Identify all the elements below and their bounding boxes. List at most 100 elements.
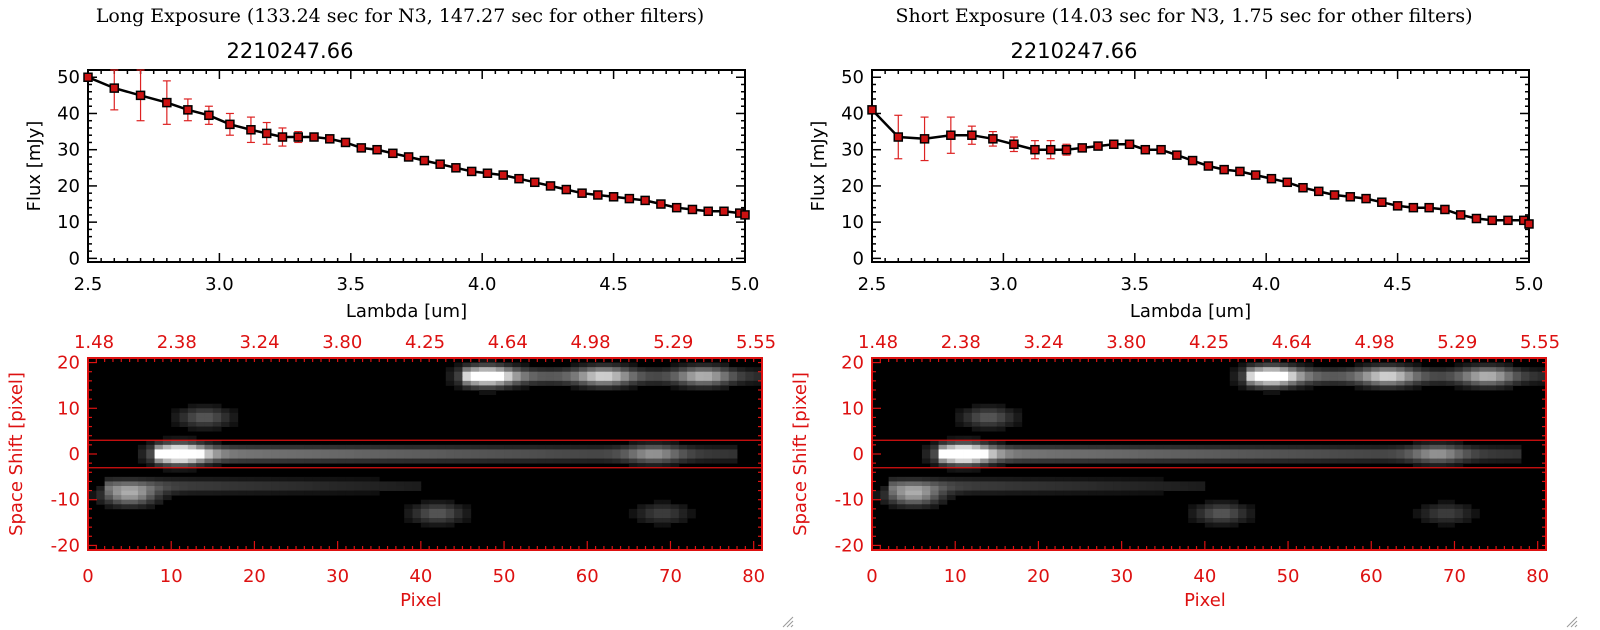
image-pixel: [753, 367, 763, 373]
image-pixel: [1071, 454, 1081, 459]
image-pixel: [628, 454, 638, 459]
y-tick-label: 50: [57, 67, 80, 88]
image-pixel: [955, 417, 964, 423]
image-pixel: [1204, 499, 1214, 505]
image-pixel: [1329, 367, 1339, 373]
image-pixel: [687, 362, 696, 368]
image-pixel: [1362, 367, 1372, 373]
top-wavelength-label: 3.24: [239, 332, 279, 353]
image-pixel: [1379, 380, 1389, 386]
image-pixel: [1396, 449, 1405, 455]
image-pixel: [1229, 449, 1239, 455]
flux-point: [1093, 141, 1103, 151]
image-pixel: [955, 449, 964, 455]
image-pixel: [137, 490, 147, 496]
image-pixel: [1088, 476, 1098, 482]
image-pixel: [1412, 376, 1422, 382]
image-pixel: [687, 376, 696, 382]
image-pixel: [653, 371, 663, 377]
image-pixel: [512, 376, 522, 382]
image-pixel: [1013, 476, 1023, 482]
image-pixel: [578, 454, 588, 459]
spectrum-chart: 2210247.662.5 3.0 3.5 4.0 4.5 5.001020304050L…: [808, 39, 1543, 322]
image-pixel: [1229, 454, 1239, 459]
image-pixel: [570, 444, 580, 450]
image-pixel: [479, 362, 488, 368]
image-pixel: [162, 444, 172, 450]
image-pixel: [212, 440, 222, 446]
image-pixel: [603, 458, 613, 464]
top-wavelength-label: 5.55: [736, 332, 776, 353]
image-pixel: [495, 380, 505, 386]
image-pixel: [412, 481, 422, 487]
image-pixel: [454, 513, 463, 519]
image-pixel: [930, 486, 939, 491]
image-pixel: [187, 486, 197, 491]
image-pixel: [470, 454, 480, 459]
image-pixel: [1412, 508, 1422, 514]
image-pixel: [1013, 481, 1023, 487]
image-pixel: [1129, 449, 1139, 455]
image-pixel: [262, 481, 272, 487]
image-pixel: [1437, 518, 1447, 523]
image-pixel: [462, 454, 472, 459]
image-pixel: [171, 444, 180, 450]
image-pixel: [221, 486, 230, 491]
image-pixel: [187, 463, 197, 469]
image-pixel: [379, 486, 388, 491]
image-pixel: [1005, 486, 1014, 491]
image-pixel: [129, 490, 139, 496]
image-pixel: [1229, 513, 1239, 519]
image-pixel: [1129, 476, 1139, 482]
image-pixel: [162, 440, 172, 446]
image-pixel: [1387, 376, 1397, 382]
image-pixel: [637, 444, 646, 450]
image-pixel: [1304, 362, 1314, 368]
image-pixel: [1221, 458, 1231, 464]
image-pixel: [1271, 371, 1281, 377]
image-pixel: [1246, 458, 1256, 464]
image-pixel: [104, 495, 114, 501]
image-pixel: [287, 449, 297, 455]
image-pixel: [1446, 367, 1455, 373]
image-pixel: [1279, 376, 1289, 382]
resize-grip-icon[interactable]: [782, 616, 794, 628]
image-pixel: [1437, 449, 1447, 455]
top-wavelength-label: 4.64: [1272, 332, 1312, 353]
image-pixel: [620, 444, 630, 450]
image-pixel: [1521, 371, 1530, 377]
image-pixel: [1146, 486, 1156, 491]
flux-point: [1377, 197, 1387, 207]
x-tick-label: 2.5: [74, 274, 103, 295]
image-pixel: [996, 412, 1006, 418]
image-pixel: [196, 403, 205, 409]
image-pixel: [171, 422, 180, 427]
flux-point: [1009, 139, 1019, 150]
image-pixel: [955, 408, 964, 414]
image-pixel: [495, 444, 505, 450]
image-pixel: [872, 495, 881, 501]
image-pixel: [1271, 390, 1281, 395]
image-pixel: [1537, 376, 1547, 382]
resize-grip-icon[interactable]: [1566, 616, 1578, 628]
flux-point: [1487, 215, 1497, 226]
image-pixel: [1030, 454, 1039, 459]
image-pixel: [329, 449, 339, 455]
image-pixel: [187, 490, 197, 496]
image-pixel: [221, 490, 230, 496]
image-pixel: [96, 490, 106, 496]
image-pixel: [404, 504, 413, 510]
image-pixel: [1163, 458, 1172, 464]
image-pixel: [1337, 371, 1347, 377]
image-pixel: [603, 371, 613, 377]
image-pixel: [487, 362, 497, 368]
flux-point: [419, 155, 430, 166]
flux-point: [1471, 213, 1482, 224]
image-pixel: [1421, 454, 1430, 459]
image-pixel: [603, 380, 613, 386]
image-pixel: [529, 380, 538, 386]
image-pixel: [1013, 412, 1023, 418]
image-pixel: [454, 385, 463, 391]
image-pixel: [687, 449, 696, 455]
image-pixel: [653, 508, 663, 514]
